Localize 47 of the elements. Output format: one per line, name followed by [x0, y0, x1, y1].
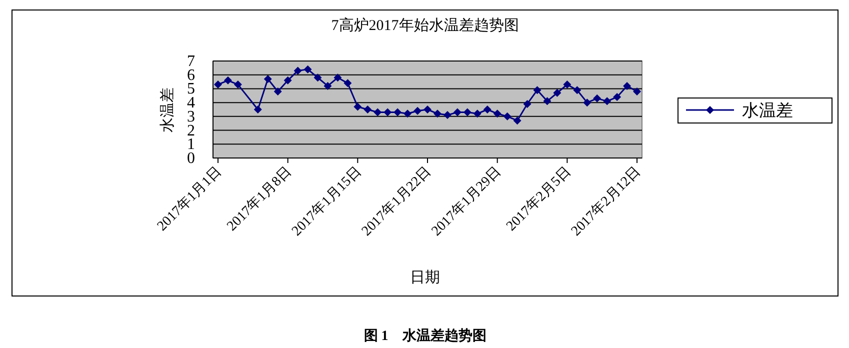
point — [613, 93, 622, 102]
point — [563, 80, 572, 89]
point — [224, 76, 232, 84]
point — [453, 108, 462, 116]
point — [234, 80, 242, 89]
point — [354, 102, 362, 111]
point — [294, 66, 302, 75]
point — [533, 86, 542, 94]
point — [264, 75, 272, 84]
point — [324, 82, 332, 90]
point — [553, 88, 562, 97]
y-axis-title: 水温差 — [159, 88, 176, 132]
point — [543, 97, 552, 106]
point — [623, 82, 632, 90]
point — [603, 97, 612, 106]
point — [424, 106, 432, 114]
point — [214, 80, 222, 89]
point — [314, 74, 322, 82]
point — [344, 79, 352, 88]
x-axis-title: 日期 — [410, 269, 440, 286]
point — [304, 65, 312, 74]
point — [384, 108, 392, 116]
point — [284, 76, 292, 84]
point — [414, 106, 422, 115]
legend-label: 水温差 — [742, 101, 793, 120]
caption: 图 1 水温差趋势图 — [364, 328, 486, 344]
point — [523, 100, 532, 108]
point — [573, 86, 582, 94]
point — [374, 108, 382, 116]
point — [593, 94, 602, 102]
chart-title: 7高炉2017年始水温差趋势图 — [331, 17, 519, 34]
point — [274, 87, 282, 96]
point — [443, 111, 452, 120]
point — [433, 110, 442, 118]
point — [483, 106, 492, 114]
point — [463, 108, 472, 116]
point — [404, 110, 412, 118]
point — [583, 98, 592, 107]
point — [364, 106, 372, 114]
point — [513, 116, 522, 125]
point — [254, 106, 262, 114]
point — [334, 74, 342, 82]
point — [503, 112, 512, 120]
point — [394, 108, 402, 116]
point — [493, 110, 502, 118]
point — [633, 87, 642, 96]
point — [473, 110, 482, 118]
